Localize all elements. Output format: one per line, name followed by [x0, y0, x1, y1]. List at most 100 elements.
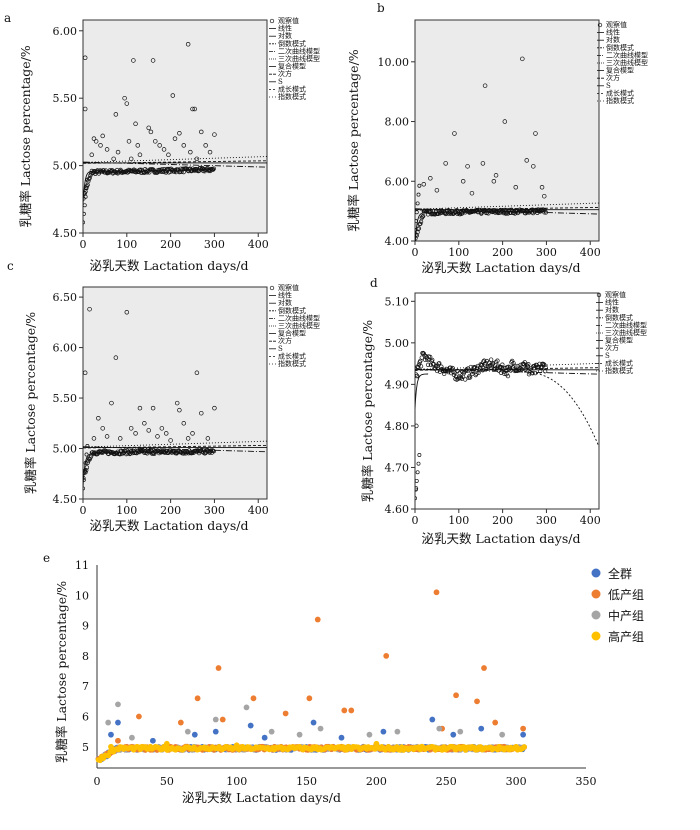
y-tick-label: 9	[82, 620, 89, 633]
observation-point	[416, 192, 421, 197]
observation-point	[431, 361, 436, 367]
observation-point	[482, 83, 488, 88]
outlier-point	[115, 701, 121, 708]
observation-point	[84, 186, 89, 191]
outlier-point	[261, 734, 268, 741]
observation-point	[418, 221, 423, 226]
observation-point	[210, 167, 216, 172]
outlier-point	[520, 725, 527, 732]
observation-point	[453, 374, 459, 379]
x-tick-label: 0	[80, 504, 87, 517]
observation-point	[500, 207, 506, 213]
legend-label: 次方	[278, 336, 292, 345]
legend-label: 二次曲线模型	[606, 50, 648, 59]
observation-point	[135, 143, 141, 148]
observation-point	[212, 132, 217, 137]
observation-point	[89, 152, 95, 158]
observation-point	[132, 450, 137, 456]
outlier-point	[233, 742, 240, 749]
observation-point	[144, 448, 149, 453]
observation-point	[428, 362, 434, 368]
observation-point	[87, 306, 92, 312]
observation-point	[131, 58, 136, 63]
observation-point	[192, 106, 197, 112]
fit-curve	[415, 202, 599, 210]
observation-point	[161, 147, 167, 152]
y-axis-label: 乳糖率 Lactose percentage/%	[18, 45, 33, 227]
legend-label: 对数	[278, 31, 292, 40]
observation-point	[113, 355, 119, 360]
observation-point	[146, 428, 151, 433]
y-tick-label: 5.00	[385, 337, 410, 350]
x-axis-label: 泌乳天数 Lactation days/d	[182, 790, 341, 805]
observation-point	[428, 176, 433, 181]
observation-point	[530, 371, 535, 376]
observation-point	[474, 371, 479, 376]
observation-point	[420, 214, 425, 219]
observation-point	[150, 405, 156, 411]
legend-label: 二次曲线模型	[278, 313, 320, 322]
observation-point	[152, 169, 157, 174]
legend-label: 倒数模式	[605, 313, 633, 322]
observation-point	[104, 434, 110, 439]
legend-label: 观察值	[278, 283, 299, 292]
outlier-point	[373, 740, 380, 747]
outlier-point	[429, 716, 436, 723]
y-axis-label: 乳糖率 Lactose percentage/%	[54, 581, 69, 763]
observation-point	[425, 362, 431, 367]
panel-e: e 0 50 100 150 200 250 300 350 5 6 7 8 9 10 11 泌乳天数 Lact…	[43, 551, 597, 805]
x-tick-label: 0	[412, 246, 419, 259]
observation-point	[212, 405, 217, 411]
observation-point	[194, 370, 200, 376]
observation-point	[128, 451, 133, 456]
outlier-point	[243, 704, 250, 711]
outlier-point	[481, 665, 487, 671]
fit-curve	[415, 362, 599, 370]
observation-point	[137, 405, 143, 411]
observation-point	[513, 184, 519, 190]
legend-label: S	[605, 352, 610, 360]
outlier-point	[317, 725, 324, 732]
observation-point	[430, 357, 435, 363]
legend-label: 次方	[605, 343, 619, 352]
outlier-point	[108, 743, 114, 750]
observation-point	[465, 164, 470, 169]
observation-point	[100, 426, 105, 431]
observation-point	[419, 355, 424, 360]
observation-point	[493, 173, 499, 178]
legend-label: 成长模式	[278, 351, 306, 360]
outlier-point	[478, 725, 485, 732]
observation-point	[520, 56, 525, 62]
legend-label: 对数	[606, 35, 620, 44]
x-tick-label: 150	[296, 775, 317, 788]
outlier-point	[310, 719, 317, 726]
observation-point	[124, 101, 130, 106]
y-tick-label: 6.00	[53, 25, 78, 38]
outlier-point	[306, 695, 313, 702]
data-layer	[415, 350, 599, 501]
observation-point	[164, 166, 170, 172]
legend-label: 指数模式	[606, 96, 634, 105]
observation-point	[491, 179, 497, 184]
observation-point	[166, 152, 171, 158]
observation-point	[469, 190, 475, 196]
outlier-point	[453, 692, 459, 699]
x-tick-label: 400	[248, 504, 269, 517]
observation-point	[117, 436, 123, 441]
legend-marker-icon	[591, 610, 601, 620]
x-tick-label: 100	[448, 246, 469, 259]
legend-label: 对数	[605, 305, 619, 314]
legend-label: 指数模式	[278, 92, 306, 101]
observation-point	[199, 129, 204, 135]
fit-curve	[415, 212, 429, 241]
legend-label: 二次曲线模型	[278, 46, 320, 55]
legend-label: 成长模式	[605, 358, 633, 367]
panel-letter: c	[7, 259, 14, 273]
outlier-point	[366, 731, 373, 738]
x-tick-label: 100	[116, 504, 137, 517]
observation-point	[177, 407, 182, 413]
observation-point	[93, 139, 99, 144]
outlier-point	[212, 728, 219, 735]
